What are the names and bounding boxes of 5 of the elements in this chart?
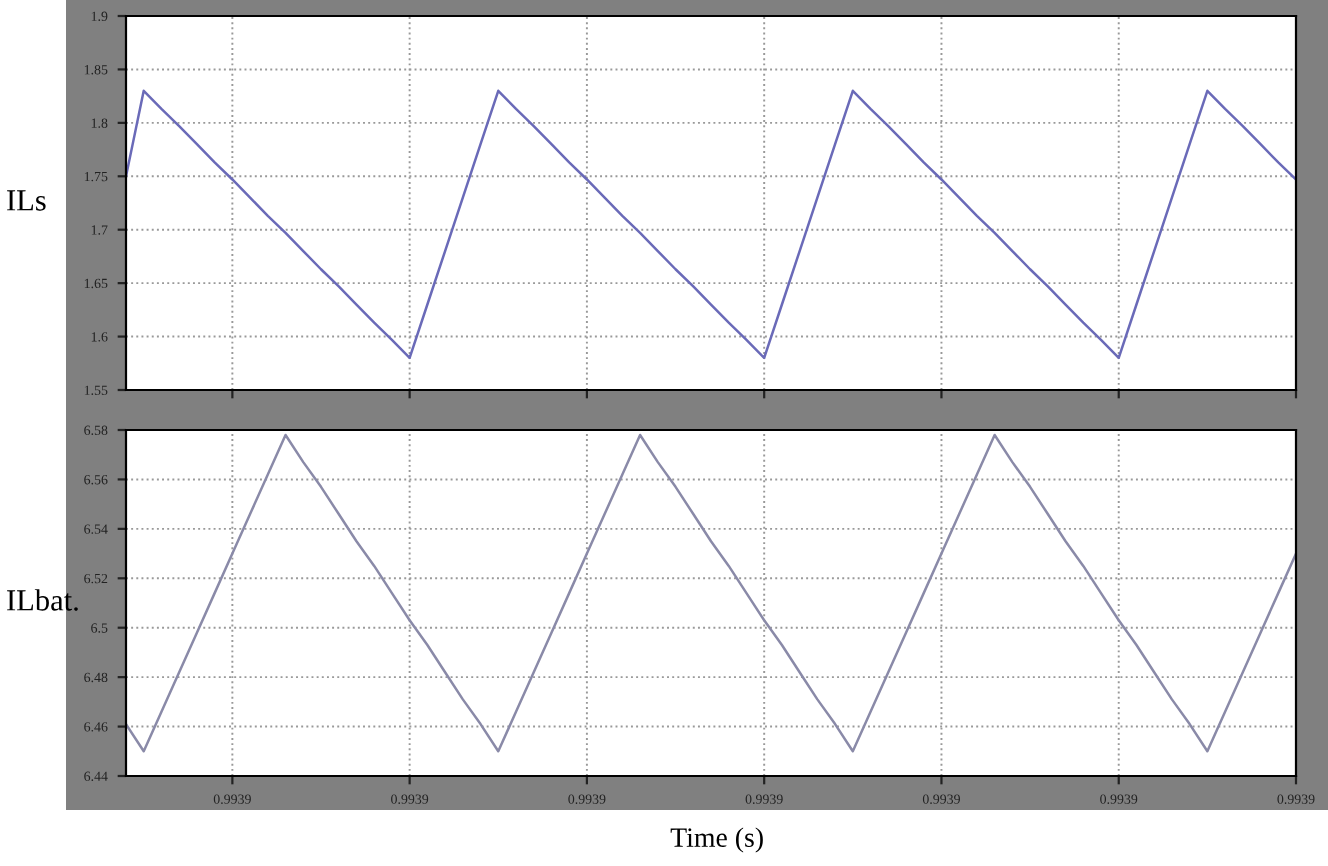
x-axis-title: Time (s): [670, 827, 763, 853]
y-axis-title: ILs: [7, 190, 46, 211]
y-axis-title: ILbat.: [7, 589, 78, 611]
line-series: [126, 89, 1296, 360]
line-series: [126, 433, 1296, 753]
